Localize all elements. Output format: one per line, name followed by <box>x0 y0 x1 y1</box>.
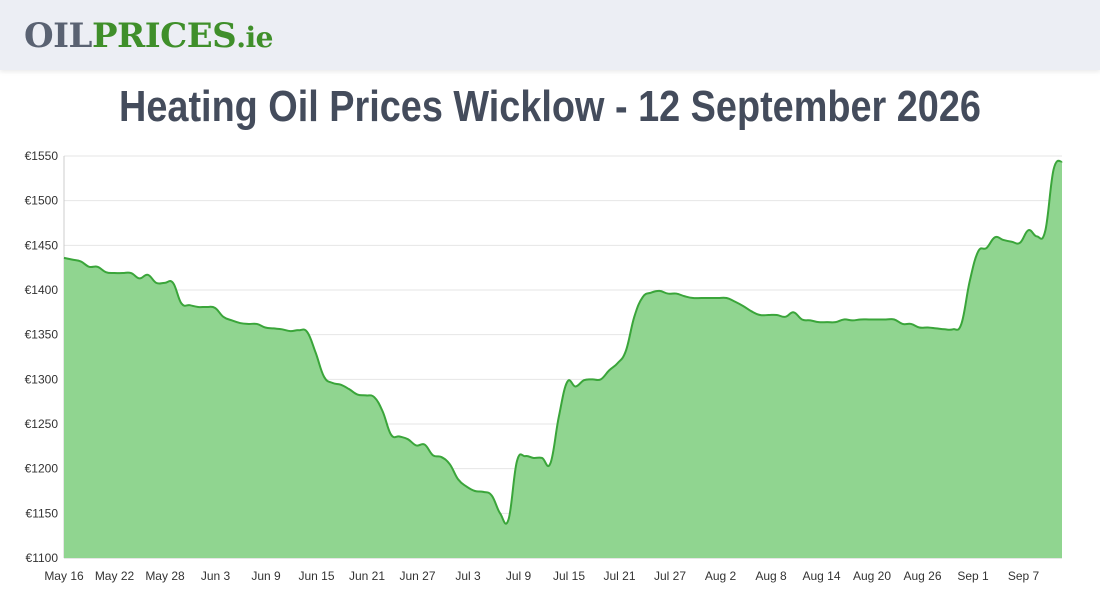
y-tick-label: €1100 <box>26 551 59 565</box>
x-tick-label: Jul 9 <box>506 569 532 583</box>
x-tick-label: Aug 2 <box>705 569 737 583</box>
price-chart: €1100 €1150 €1200 €1250 €1300 €1350 €1400 €1450… <box>25 149 1063 583</box>
x-tick-label: May 22 <box>95 569 135 583</box>
x-tick-label: Jun 9 <box>251 569 281 583</box>
price-line <box>63 159 1063 525</box>
y-tick-label: €1550 <box>25 149 59 163</box>
x-tick-label: May 28 <box>145 569 185 583</box>
logo-prices: PRICES <box>91 16 237 56</box>
logo-oil: OIL <box>24 16 92 56</box>
x-tick-label: Aug 14 <box>802 569 840 583</box>
x-tick-label: Sep 7 <box>1008 569 1040 583</box>
y-tick-label: €1400 <box>25 283 59 297</box>
x-tick-label: Sep 1 <box>957 569 989 583</box>
x-tick-label: Aug 8 <box>755 569 787 583</box>
x-tick-label: Jun 15 <box>298 569 334 583</box>
x-tick-label: Aug 26 <box>903 569 941 583</box>
y-tick-label: €1350 <box>25 328 59 342</box>
x-tick-label: Jul 27 <box>654 569 686 583</box>
y-tick-label: €1250 <box>25 417 59 431</box>
price-area <box>64 160 1062 558</box>
y-tick-label: €1200 <box>25 462 59 476</box>
y-tick-label: €1150 <box>26 506 59 520</box>
chart-title: Heating Oil Prices Wicklow - 12 Septembe… <box>119 82 981 131</box>
y-tick-label: €1300 <box>25 372 59 386</box>
site-header: OILPRICES.ie <box>0 0 1100 70</box>
x-tick-label: Jun 27 <box>399 569 435 583</box>
y-tick-label: €1450 <box>25 238 59 252</box>
x-tick-label: Jul 15 <box>553 569 585 583</box>
x-tick-label: Jul 3 <box>455 569 481 583</box>
site-logo[interactable]: OILPRICES.ie <box>24 14 273 60</box>
x-tick-label: Jun 21 <box>349 569 385 583</box>
x-tick-label: Jun 3 <box>201 569 231 583</box>
y-tick-label: €1500 <box>25 194 59 208</box>
logo-ie: .ie <box>236 21 273 54</box>
x-tick-label: Jul 21 <box>603 569 635 583</box>
x-tick-label: May 16 <box>44 569 84 583</box>
x-tick-label: Aug 20 <box>853 569 891 583</box>
